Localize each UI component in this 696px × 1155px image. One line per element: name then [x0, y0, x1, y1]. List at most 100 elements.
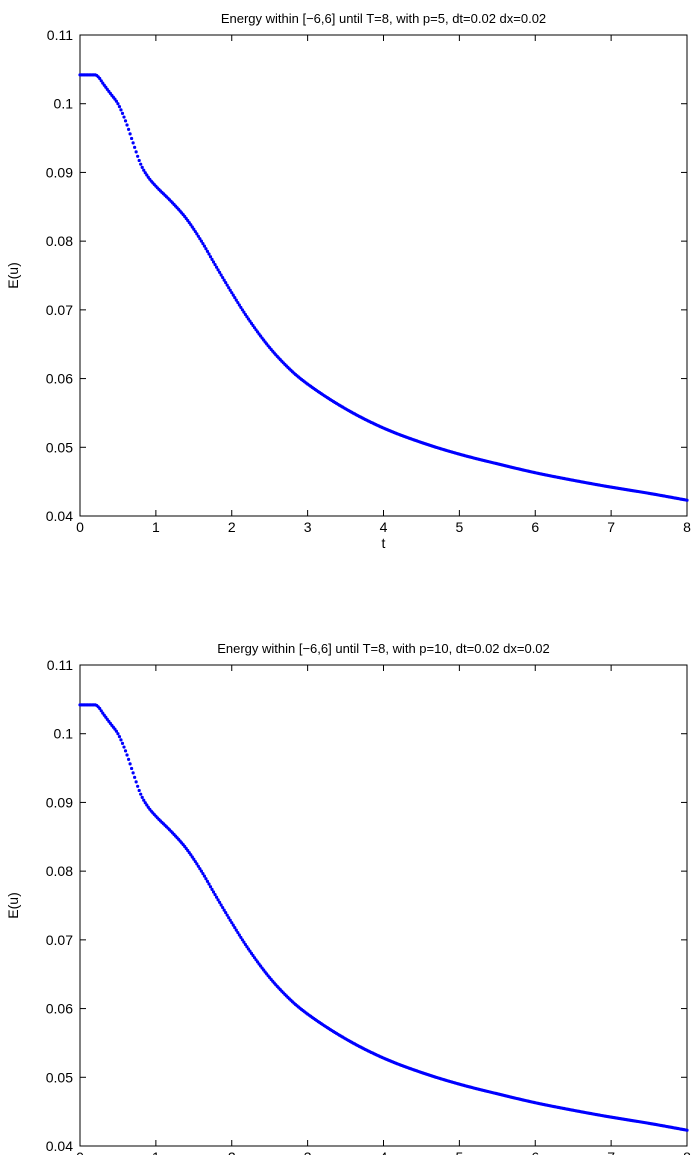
data-point [142, 168, 146, 172]
data-point [233, 926, 237, 930]
y-tick-label: 0.11 [47, 27, 73, 43]
data-point [190, 855, 194, 859]
y-tick-label: 0.1 [54, 96, 74, 112]
data-point [685, 1128, 689, 1132]
data-point [219, 273, 223, 277]
data-point [240, 938, 244, 942]
data-point [214, 895, 219, 899]
data-point [230, 921, 234, 925]
data-point [228, 288, 232, 292]
data-point [210, 257, 214, 261]
data-point [129, 136, 134, 141]
data-point [207, 882, 211, 886]
data-point [192, 227, 196, 231]
data-point [219, 903, 223, 907]
x-tick-label: 6 [531, 519, 539, 535]
data-point [193, 859, 197, 864]
data-point [136, 784, 140, 788]
data-point [213, 263, 217, 267]
data-point [140, 165, 144, 169]
data-point [240, 308, 244, 312]
axes-box [79, 34, 688, 517]
data-point [143, 801, 147, 805]
y-tick-label: 0.06 [46, 1001, 73, 1017]
data-point [128, 762, 132, 766]
data-point [134, 780, 138, 784]
data-point [117, 735, 122, 739]
chart-title: Energy within [−6,6] until T=8, with p=1… [217, 641, 550, 656]
y-tick-label: 0.04 [46, 1138, 73, 1154]
data-point [228, 918, 232, 922]
data-point [192, 857, 196, 861]
data-point [131, 771, 135, 775]
data-point [221, 275, 225, 280]
data-point [231, 923, 235, 927]
data-point [120, 111, 125, 115]
x-tick-label: 5 [455, 519, 463, 535]
data-point [114, 99, 119, 103]
data-point [122, 115, 126, 119]
x-tick-label: 5 [455, 1149, 463, 1155]
chart-panel-2: Energy within [−6,6] until T=8, with p=1… [5, 641, 691, 1155]
x-tick-label: 1 [152, 1149, 160, 1155]
data-point [199, 239, 203, 243]
data-point [126, 127, 131, 131]
data-point [218, 900, 222, 905]
data-point [120, 741, 125, 745]
axes-box [79, 664, 688, 1147]
data-point [139, 792, 143, 796]
data-point [222, 908, 226, 912]
data-point [233, 296, 237, 300]
data-point [137, 158, 141, 163]
x-tick-label: 0 [76, 1149, 84, 1155]
x-tick-label: 4 [380, 519, 388, 535]
data-point [125, 753, 129, 757]
chart-title: Energy within [−6,6] until T=8, with p=5… [221, 11, 546, 26]
data-point [196, 864, 200, 868]
data-point [202, 874, 207, 878]
data-point [243, 942, 248, 947]
data-point [225, 283, 229, 287]
x-tick-label: 2 [228, 1149, 236, 1155]
data-point [98, 76, 102, 81]
x-tick-label: 4 [380, 1149, 388, 1155]
data-point [137, 788, 141, 793]
data-point [205, 879, 210, 883]
data-point [98, 706, 102, 711]
data-point [143, 171, 147, 175]
data-point [227, 286, 231, 290]
data-point [116, 732, 120, 736]
data-point [99, 79, 103, 83]
y-tick-label: 0.07 [46, 932, 73, 948]
data-point [131, 141, 135, 145]
y-tick-label: 0.11 [47, 657, 73, 673]
data-point [122, 745, 126, 749]
x-tick-label: 0 [76, 519, 84, 535]
data-point [207, 252, 211, 256]
x-axis-label: t [382, 535, 386, 551]
data-point [123, 749, 128, 753]
x-tick-label: 3 [304, 1149, 312, 1155]
data-point [234, 928, 238, 932]
x-tick-label: 6 [531, 1149, 539, 1155]
data-point [234, 298, 238, 302]
data-point [224, 911, 228, 915]
data-point [201, 242, 205, 246]
data-point [208, 255, 213, 259]
data-point [213, 893, 217, 897]
data-point [204, 877, 208, 881]
data-point [193, 229, 197, 234]
data-point [237, 933, 241, 937]
x-tick-label: 1 [152, 519, 160, 535]
data-point [128, 132, 132, 136]
data-point [230, 291, 234, 295]
y-tick-label: 0.06 [46, 371, 73, 387]
y-tick-label: 0.09 [46, 164, 73, 180]
data-point [139, 162, 143, 166]
data-point [126, 757, 131, 761]
y-axis-label: E(u) [5, 262, 21, 288]
data-point [224, 281, 228, 285]
data-point [685, 498, 689, 502]
x-tick-label: 2 [228, 519, 236, 535]
data-point [133, 145, 137, 149]
